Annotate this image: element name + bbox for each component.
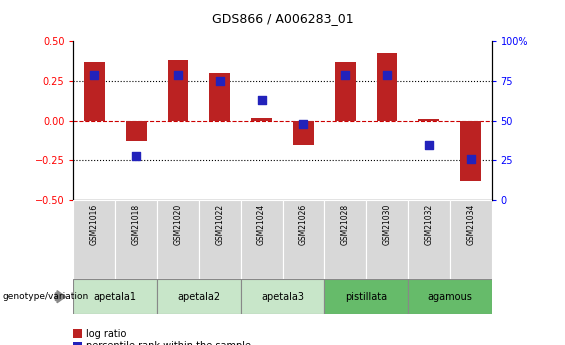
Bar xyxy=(408,279,492,314)
Text: percentile rank within the sample: percentile rank within the sample xyxy=(86,341,251,345)
Bar xyxy=(282,200,324,279)
Bar xyxy=(366,200,408,279)
Bar xyxy=(334,62,356,121)
Bar xyxy=(125,121,147,141)
Bar xyxy=(157,200,199,279)
Bar xyxy=(73,329,82,338)
Text: GSM21026: GSM21026 xyxy=(299,204,308,245)
Bar xyxy=(73,279,157,314)
Bar xyxy=(73,342,82,345)
Text: agamous: agamous xyxy=(427,292,472,302)
Text: GSM21034: GSM21034 xyxy=(466,204,475,245)
Text: GSM21028: GSM21028 xyxy=(341,204,350,245)
Text: GSM21022: GSM21022 xyxy=(215,204,224,245)
Bar xyxy=(293,121,314,145)
Bar xyxy=(450,200,492,279)
Point xyxy=(424,142,433,147)
Bar xyxy=(157,279,241,314)
Bar xyxy=(115,200,157,279)
Bar xyxy=(241,200,282,279)
Text: apetala2: apetala2 xyxy=(177,292,220,302)
Text: apetala1: apetala1 xyxy=(94,292,137,302)
Bar xyxy=(73,200,115,279)
Bar xyxy=(324,200,366,279)
Point xyxy=(132,153,141,158)
Text: log ratio: log ratio xyxy=(86,329,126,339)
Bar xyxy=(251,118,272,121)
Text: GSM21016: GSM21016 xyxy=(90,204,99,245)
Bar xyxy=(460,121,481,181)
Bar xyxy=(167,60,189,121)
Bar xyxy=(324,279,408,314)
Point xyxy=(299,121,308,127)
Text: pistillata: pistillata xyxy=(345,292,387,302)
Bar xyxy=(408,200,450,279)
Point xyxy=(173,72,182,78)
Point xyxy=(383,72,392,78)
Bar xyxy=(199,200,241,279)
Text: genotype/variation: genotype/variation xyxy=(3,292,89,301)
Bar xyxy=(84,62,105,121)
Text: GSM21020: GSM21020 xyxy=(173,204,182,245)
Text: GSM21032: GSM21032 xyxy=(424,204,433,245)
Point xyxy=(90,72,99,78)
Point xyxy=(257,97,266,103)
Point xyxy=(341,72,350,78)
Text: GSM21024: GSM21024 xyxy=(257,204,266,245)
Point xyxy=(215,78,224,84)
Text: GSM21030: GSM21030 xyxy=(383,204,392,245)
Point xyxy=(466,156,475,161)
Bar xyxy=(209,73,231,121)
Text: apetala3: apetala3 xyxy=(261,292,304,302)
Text: GSM21018: GSM21018 xyxy=(132,204,141,245)
Bar xyxy=(241,279,324,314)
Text: GDS866 / A006283_01: GDS866 / A006283_01 xyxy=(212,12,353,25)
Bar xyxy=(377,52,398,121)
Bar xyxy=(418,119,440,121)
FancyArrow shape xyxy=(55,290,66,303)
